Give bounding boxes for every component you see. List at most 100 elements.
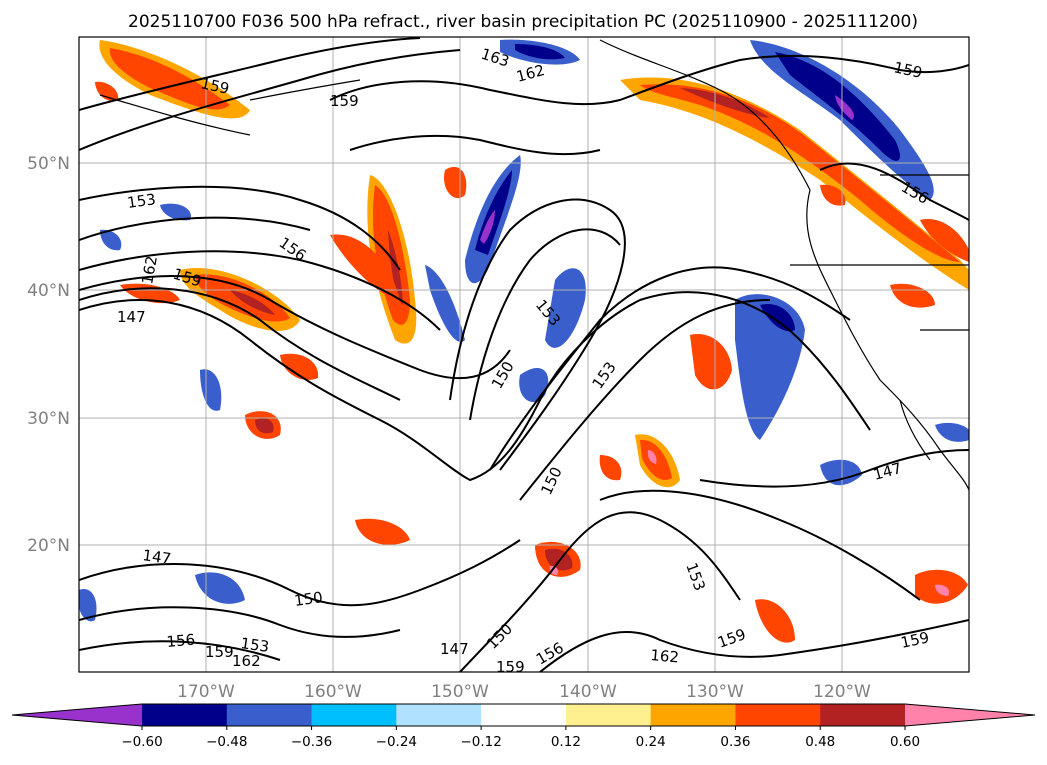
- colorbar-tick-label: 0.12: [551, 734, 581, 750]
- colorbar-tick-label: 0.48: [805, 734, 835, 750]
- contour-label: 147: [117, 308, 146, 326]
- positive-anomaly-region: [920, 219, 969, 262]
- positive-anomaly-region: [755, 599, 795, 643]
- contour-line: [599, 489, 921, 601]
- contour-label: 159: [892, 58, 924, 82]
- lon-label: 140°W: [559, 682, 617, 702]
- contour-label: 147: [440, 640, 469, 658]
- negative-anomaly-region: [775, 52, 900, 161]
- negative-anomaly-region: [760, 304, 795, 332]
- contour-line: [449, 198, 626, 471]
- height-contours: [79, 37, 969, 672]
- lon-label: 130°W: [686, 682, 744, 702]
- positive-anomaly-region: [680, 88, 770, 118]
- positive-anomaly-region: [95, 81, 119, 102]
- contour-line: [79, 37, 421, 111]
- contour-label: 147: [141, 546, 172, 568]
- longitude-labels: 170°W 160°W 150°W 140°W 130°W 120°W: [177, 682, 871, 702]
- contour-label: 159: [205, 643, 234, 661]
- positive-anomaly-region: [255, 418, 274, 434]
- latitude-labels: 50°N 40°N 30°N 20°N: [27, 154, 70, 556]
- negative-anomaly-region: [480, 210, 495, 244]
- map-background: [79, 37, 969, 672]
- contour-label: 162: [138, 254, 161, 285]
- contour-label: 159: [496, 658, 525, 676]
- lon-label: 120°W: [813, 682, 871, 702]
- negative-anomaly-region: [200, 369, 222, 411]
- contour-label: 159: [199, 74, 231, 98]
- colorbar-tick-label: −0.24: [376, 734, 417, 750]
- colorbar-segment: [650, 704, 736, 726]
- negative-anomaly-region: [195, 572, 245, 604]
- lat-label: 30°N: [27, 409, 70, 429]
- colorbar-segment: [481, 704, 567, 726]
- contour-label: 156: [166, 631, 196, 651]
- contour-line: [79, 185, 401, 271]
- contour-line: [819, 162, 969, 221]
- contour-label: 153: [126, 190, 157, 212]
- lat-label: 50°N: [27, 154, 70, 174]
- contour-line: [489, 266, 851, 471]
- colorbar-tick-label: −0.48: [206, 734, 247, 750]
- contour-line: [519, 299, 771, 501]
- positive-anomaly-region: [109, 48, 230, 110]
- positive-anomaly-region: [355, 518, 410, 545]
- figure-title: 2025110700 F036 500 hPa refract., river …: [128, 12, 918, 32]
- negative-anomaly-region: [425, 265, 465, 342]
- contour-line: [469, 228, 621, 421]
- lon-label: 160°W: [304, 682, 362, 702]
- positive-anomaly-region: [690, 334, 732, 390]
- lat-label: 20°N: [27, 536, 70, 556]
- positive-anomaly-region: [820, 184, 846, 206]
- map-panel: 163 162 159 159 159 156 153 156 162 159 …: [78, 36, 970, 676]
- colorbar-segment: [820, 704, 906, 726]
- positive-anomaly-region: [230, 290, 275, 315]
- colorbar-segment: [396, 704, 482, 726]
- colorbar-tick-label: 0.60: [890, 734, 920, 750]
- colorbar-extend-min: [12, 704, 142, 726]
- negative-anomaly-region: [515, 44, 565, 60]
- contour-line: [79, 291, 871, 482]
- colorbar-tick-label: −0.12: [460, 734, 501, 750]
- positive-anomaly-region: [388, 230, 403, 305]
- colorbar-segment: [311, 704, 397, 726]
- positive-anomaly-region: [935, 584, 950, 596]
- negative-anomaly-region: [835, 95, 855, 120]
- positive-anomaly-region: [647, 450, 657, 464]
- negative-anomaly-region: [100, 229, 122, 251]
- negative-anomaly-region: [820, 459, 862, 486]
- colorbar-segment: [565, 704, 652, 726]
- lon-label: 150°W: [431, 682, 489, 702]
- contour-label: 159: [899, 628, 931, 652]
- negative-anomaly-region: [160, 203, 191, 221]
- colorbar: −0.60 −0.48 −0.36 −0.24 −0.12 0.12 0.24 0.36 0.4…: [11, 703, 1036, 750]
- positive-anomaly-region: [444, 166, 467, 199]
- map-frame: [78, 36, 970, 673]
- contour-label: 162: [232, 652, 261, 670]
- contour-line: [349, 134, 601, 156]
- contour-line: [329, 54, 969, 106]
- negative-anomaly-region: [545, 268, 586, 348]
- contour-label: 150: [293, 588, 324, 610]
- contour-line: [79, 250, 441, 331]
- contour-line: [539, 619, 969, 672]
- colorbar-segment: [142, 704, 228, 726]
- contour-line: [79, 275, 511, 380]
- contour-line: [699, 449, 969, 488]
- negative-anomaly-region: [79, 589, 97, 622]
- contour-line: [79, 640, 281, 661]
- positive-anomaly-region: [599, 455, 622, 481]
- colorbar-extend-max: [905, 704, 1035, 726]
- colorbar-tick-label: −0.36: [291, 734, 332, 750]
- negative-anomaly-region: [519, 367, 549, 403]
- contour-line: [79, 49, 461, 151]
- contour-line: [459, 511, 741, 672]
- contour-label: 153: [239, 634, 270, 656]
- positive-anomaly-region: [549, 565, 559, 575]
- colorbar-tick-label: 0.36: [720, 734, 750, 750]
- contour-line: [79, 539, 521, 607]
- lat-label: 40°N: [27, 281, 70, 301]
- colorbar-tick-label: −0.60: [121, 734, 162, 750]
- positive-anomaly-region: [620, 77, 969, 290]
